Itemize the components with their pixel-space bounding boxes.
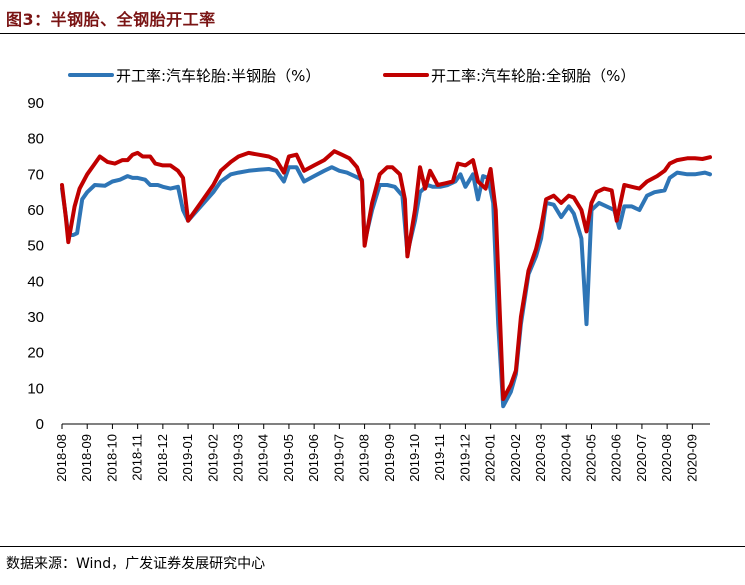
y-tick-label: 50 bbox=[27, 238, 44, 255]
x-tick-label: 2019-04 bbox=[256, 434, 271, 482]
y-tick-label: 70 bbox=[27, 166, 44, 183]
x-tick-label: 2019-06 bbox=[306, 434, 321, 482]
x-tick-label: 2019-08 bbox=[357, 434, 372, 482]
y-tick-label: 60 bbox=[27, 202, 44, 219]
x-tick-label: 2020-02 bbox=[508, 434, 523, 482]
x-tick-label: 2019-05 bbox=[281, 434, 296, 482]
y-tick-label: 0 bbox=[36, 416, 44, 433]
x-tick-label: 2020-08 bbox=[659, 434, 674, 482]
y-tick-label: 80 bbox=[27, 131, 44, 148]
x-tick-label: 2019-10 bbox=[407, 434, 422, 482]
legend-label: 开工率:汽车轮胎:半钢胎（%） bbox=[116, 67, 320, 85]
top-rule bbox=[0, 33, 745, 34]
series-lines bbox=[60, 149, 712, 409]
chart-legend: 开工率:汽车轮胎:半钢胎（%） 开工率:汽车轮胎:全钢胎（%） bbox=[68, 67, 635, 85]
x-tick-label: 2018-12 bbox=[155, 434, 170, 482]
x-tick-label: 2018-09 bbox=[79, 434, 94, 482]
x-tick-label: 2020-05 bbox=[583, 434, 598, 482]
source-note: 数据来源：Wind，广发证券发展研究中心 bbox=[6, 556, 266, 572]
series-line-all-steel bbox=[60, 149, 712, 401]
x-tick-label: 2019-11 bbox=[432, 434, 447, 481]
y-tick-label: 20 bbox=[27, 345, 44, 362]
x-tick-label: 2020-03 bbox=[533, 434, 548, 482]
x-tick-label: 2020-06 bbox=[609, 434, 624, 482]
x-tick-label: 2018-10 bbox=[104, 434, 119, 482]
x-tick-label: 2019-12 bbox=[457, 434, 472, 482]
x-tick-label: 2020-04 bbox=[558, 434, 573, 482]
y-tick-label: 10 bbox=[27, 380, 44, 397]
line-chart: 开工率:汽车轮胎:半钢胎（%） 开工率:汽车轮胎:全钢胎（%） 0 10 20 30 40… bbox=[27, 67, 712, 482]
bottom-rule bbox=[0, 546, 745, 547]
x-tick-label: 2019-03 bbox=[230, 434, 245, 482]
x-axis: 2018-08 2018-09 2018-10 2018-11 2018-12 2019-… bbox=[54, 423, 710, 482]
y-tick-label: 90 bbox=[27, 95, 44, 112]
x-tick-label: 2018-08 bbox=[54, 434, 69, 482]
x-tick-label: 2020-09 bbox=[684, 434, 699, 482]
x-tick-label: 2019-07 bbox=[331, 434, 346, 482]
x-tick-label: 2019-01 bbox=[180, 434, 195, 482]
y-tick-label: 30 bbox=[27, 309, 44, 326]
figure-title: 图3：半钢胎、全钢胎开工率 bbox=[6, 10, 216, 29]
y-axis: 0 10 20 30 40 50 60 70 80 90 bbox=[27, 95, 44, 433]
x-tick-label: 2020-07 bbox=[634, 434, 649, 482]
x-tick-label: 2019-02 bbox=[205, 434, 220, 482]
y-tick-label: 40 bbox=[27, 273, 44, 290]
x-tick-label: 2020-01 bbox=[483, 434, 498, 482]
x-tick-label: 2018-11 bbox=[130, 434, 145, 481]
x-tick-label: 2019-09 bbox=[382, 434, 397, 482]
legend-label: 开工率:汽车轮胎:全钢胎（%） bbox=[431, 67, 635, 85]
